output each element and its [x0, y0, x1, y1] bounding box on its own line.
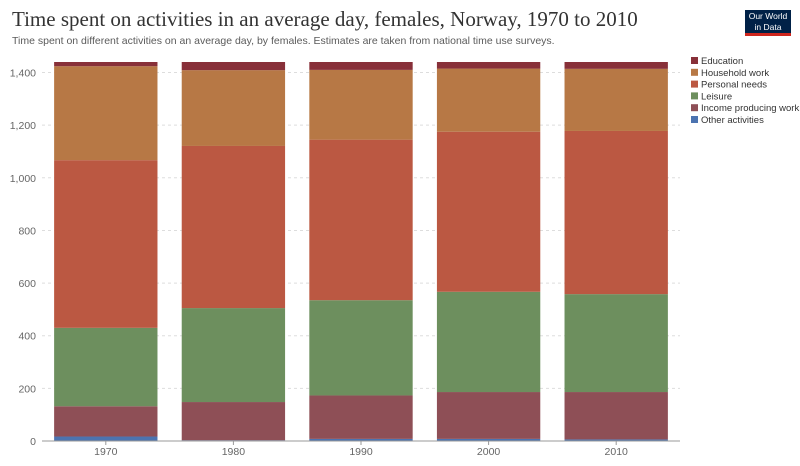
- x-tick-label: 1970: [94, 446, 118, 458]
- bar-leisure-1980[interactable]: [181, 308, 286, 403]
- legend-item-other-activities[interactable]: Other activities: [691, 115, 764, 126]
- legend-swatch: [691, 92, 698, 100]
- y-tick-label: 800: [18, 225, 36, 237]
- chart-title: Time spent on activities in an average d…: [12, 7, 638, 31]
- legend-swatch: [691, 80, 698, 88]
- owid-logo[interactable]: Our World in Data: [745, 10, 791, 36]
- bar-income-producing-work-1970[interactable]: [54, 406, 158, 437]
- bar-other-activities-2010[interactable]: [564, 439, 668, 441]
- bar-leisure-1970[interactable]: [54, 327, 158, 407]
- bar-stack-2010[interactable]: [564, 62, 668, 441]
- bar-household-work-2010[interactable]: [564, 68, 668, 131]
- bar-education-1970[interactable]: [54, 62, 158, 67]
- x-tick-label: 1980: [222, 446, 246, 458]
- legend-swatch: [691, 68, 698, 76]
- bar-personal-needs-2000[interactable]: [436, 131, 541, 292]
- legend-label: Income producing work: [701, 103, 799, 114]
- bar-leisure-2000[interactable]: [436, 291, 541, 393]
- bar-other-activities-1970[interactable]: [54, 436, 158, 441]
- x-tick-label: 1990: [349, 446, 373, 458]
- legend-item-income-producing-work[interactable]: Income producing work: [691, 103, 799, 114]
- bar-personal-needs-1990[interactable]: [309, 139, 413, 301]
- bar-stack-1990[interactable]: [309, 62, 413, 441]
- bar-personal-needs-2010[interactable]: [564, 130, 668, 295]
- legend-label: Personal needs: [701, 80, 767, 91]
- bar-income-producing-work-1990[interactable]: [309, 395, 413, 439]
- legend-label: Education: [701, 56, 743, 67]
- chart-subtitle: Time spent on different activities on an…: [12, 35, 555, 47]
- y-tick-label: 600: [18, 278, 36, 290]
- y-tick-label: 1,200: [10, 120, 36, 132]
- bar-education-2000[interactable]: [436, 62, 541, 69]
- legend-item-leisure[interactable]: Leisure: [691, 91, 732, 102]
- legend-item-personal-needs[interactable]: Personal needs: [691, 80, 767, 91]
- legend-swatch: [691, 57, 698, 64]
- legend-swatch: [691, 116, 698, 123]
- x-tick-label: 2010: [605, 446, 629, 458]
- bar-other-activities-2000[interactable]: [436, 438, 541, 441]
- bar-leisure-2010[interactable]: [564, 294, 668, 393]
- legend-label: Other activities: [701, 115, 764, 126]
- bar-household-work-1980[interactable]: [181, 70, 286, 146]
- bar-stacks: [54, 62, 668, 441]
- x-tick-label: 2000: [477, 446, 501, 458]
- bar-stack-2000[interactable]: [436, 62, 541, 441]
- legend-item-education[interactable]: Education: [691, 56, 743, 67]
- bar-personal-needs-1980[interactable]: [181, 145, 286, 309]
- legend-swatch: [691, 104, 698, 112]
- y-tick-label: 1,400: [10, 68, 36, 80]
- y-tick-label: 1,000: [10, 173, 36, 185]
- bar-income-producing-work-2000[interactable]: [436, 392, 541, 439]
- bar-household-work-2000[interactable]: [436, 68, 541, 132]
- bar-income-producing-work-1980[interactable]: [181, 402, 286, 441]
- bar-income-producing-work-2010[interactable]: [564, 392, 668, 440]
- axes: 0 200 400 600 800 1,000 1,200 1,400 1970 1980 1990…: [10, 68, 680, 458]
- legend-label: Leisure: [701, 91, 732, 102]
- bar-education-1980[interactable]: [181, 62, 286, 71]
- legend-label: Household work: [701, 68, 769, 79]
- legend-item-household-work[interactable]: Household work: [691, 68, 769, 79]
- logo-line-2: in Data: [754, 22, 782, 32]
- bar-education-1990[interactable]: [309, 62, 413, 70]
- bar-education-2010[interactable]: [564, 62, 668, 69]
- bar-personal-needs-1970[interactable]: [54, 160, 158, 328]
- bar-other-activities-1990[interactable]: [309, 438, 413, 441]
- bar-household-work-1990[interactable]: [309, 69, 413, 140]
- y-tick-label: 0: [30, 436, 36, 448]
- y-tick-label: 400: [18, 331, 36, 343]
- bar-leisure-1990[interactable]: [309, 300, 413, 396]
- bar-stack-1980[interactable]: [181, 62, 286, 441]
- logo-line-1: Our World: [748, 11, 788, 21]
- y-tick-label: 200: [18, 383, 36, 395]
- bar-stack-1970[interactable]: [54, 62, 158, 441]
- bar-household-work-1970[interactable]: [54, 66, 158, 161]
